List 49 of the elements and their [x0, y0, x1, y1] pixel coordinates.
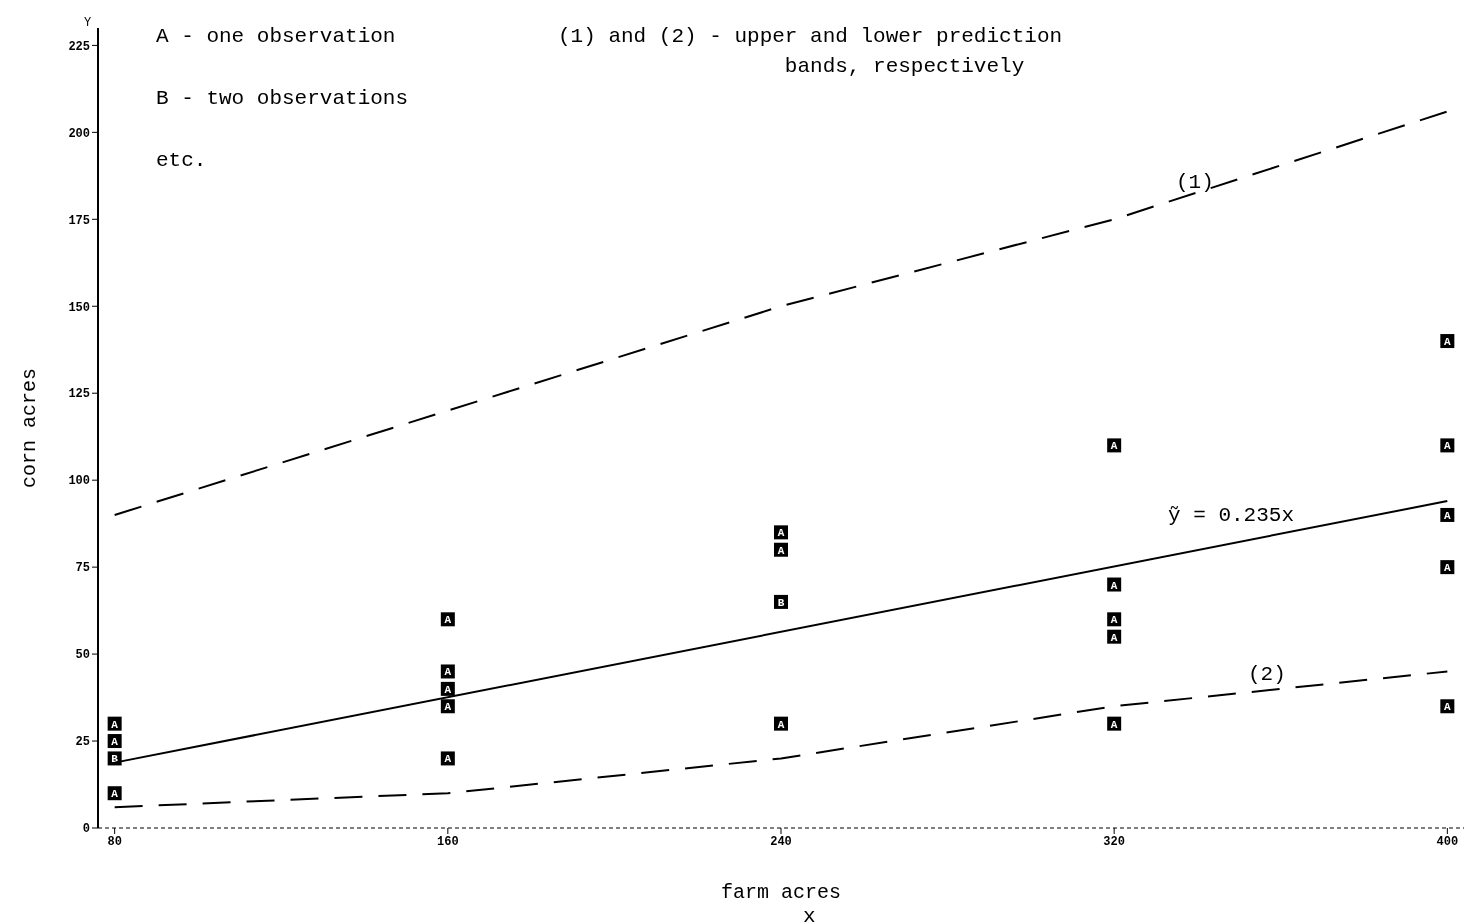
y-tick-label: 175	[68, 213, 90, 228]
x-tick-label: 240	[770, 834, 792, 849]
text: Y	[84, 15, 92, 32]
text: A	[777, 527, 785, 540]
text: A	[444, 753, 452, 766]
text: A	[1110, 631, 1118, 644]
x-tick-label: 400	[1436, 834, 1459, 849]
text: x	[803, 905, 816, 924]
text: A	[444, 683, 452, 696]
series-label: A	[111, 718, 119, 731]
y-tick-label: 25	[75, 735, 90, 750]
y-tick-label: 200	[68, 126, 90, 141]
y-tick-label: 125	[68, 387, 90, 402]
annotation: (1) and (2) - upper and lower prediction bands, respectively	[558, 24, 1063, 80]
annotation: (1)	[1176, 170, 1214, 196]
annotation: ỹ = 0.235x	[1168, 503, 1295, 529]
text: A	[111, 788, 118, 801]
text: A	[1110, 579, 1118, 592]
x-tick-label: 80	[107, 834, 122, 849]
annotation: etc.	[156, 148, 207, 174]
series-label: B	[111, 753, 119, 766]
text: A	[777, 718, 785, 731]
text: A	[1444, 562, 1451, 575]
y-tick-label: 50	[75, 648, 90, 663]
text: B	[777, 596, 785, 609]
y-tick-label: 100	[68, 474, 90, 489]
x-tick-label: 160	[437, 834, 459, 849]
annotation: B - two observations	[156, 86, 409, 112]
text: A	[777, 544, 785, 557]
text: A	[111, 736, 118, 749]
text: A	[444, 701, 452, 714]
text: A	[444, 614, 452, 627]
text: A	[1444, 440, 1451, 453]
text: A	[1110, 718, 1118, 731]
text: A	[1110, 614, 1118, 627]
text: A	[1110, 440, 1118, 453]
y-tick-label: 225	[68, 39, 90, 54]
y-tick-label: 0	[82, 822, 90, 837]
annotation: A - one observation	[156, 24, 396, 50]
y-tick-label: 75	[75, 561, 90, 576]
annotation: (2)	[1248, 662, 1286, 688]
text: A	[1444, 336, 1451, 349]
text: A	[1444, 509, 1451, 522]
y-tick-label: 150	[68, 300, 90, 315]
text: A	[1444, 701, 1451, 714]
text: A	[444, 666, 452, 679]
y-axis-title: corn acres	[18, 367, 42, 489]
x-tick-label: 320	[1103, 834, 1125, 849]
x-axis-title: farm acres	[720, 881, 842, 904]
